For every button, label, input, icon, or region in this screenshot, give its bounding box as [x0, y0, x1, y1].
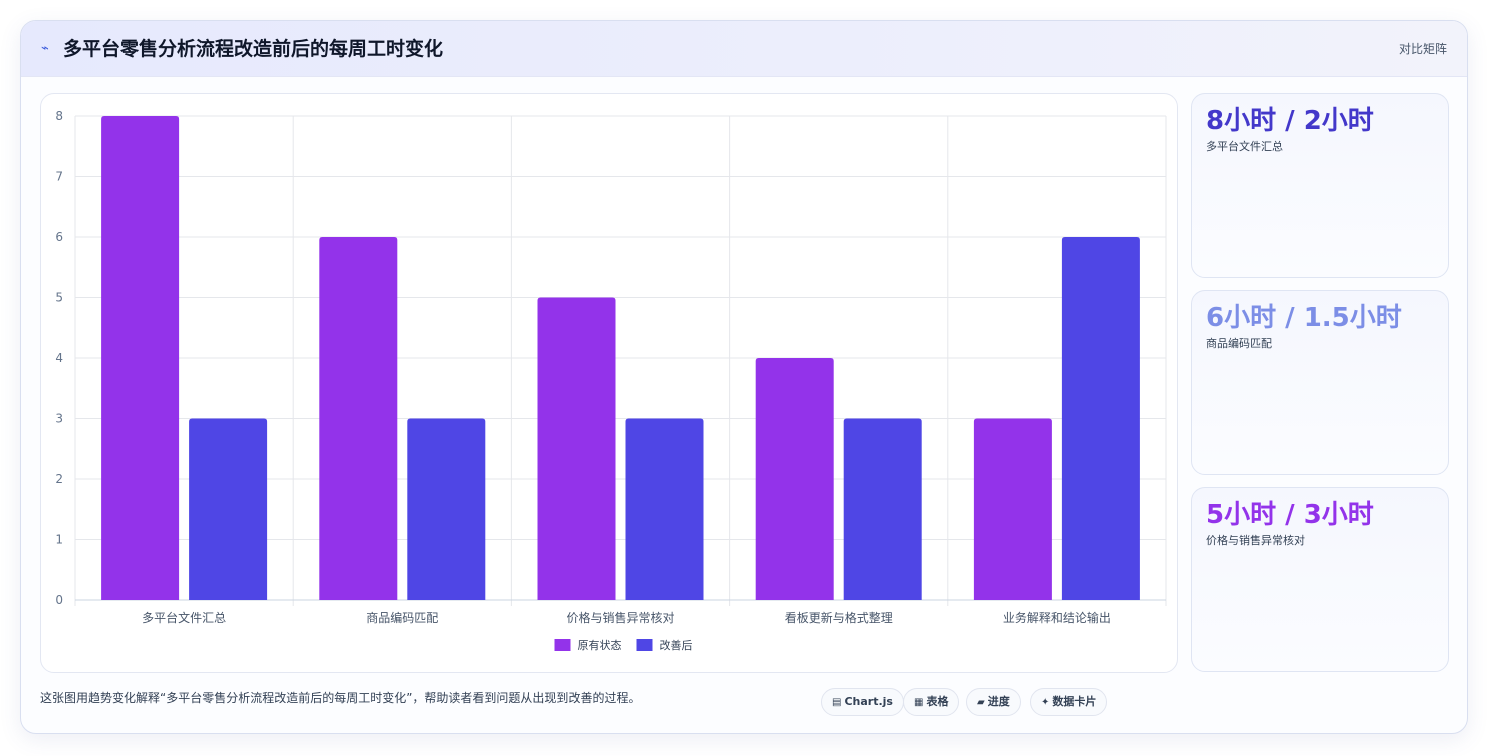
y-tick-label: 4: [55, 351, 63, 365]
legend-swatch: [554, 639, 571, 651]
progress-icon: ▰: [977, 697, 985, 708]
y-tick-label: 1: [55, 533, 63, 547]
chart-icon: ▤: [832, 697, 842, 708]
legend-label: 原有状态: [578, 638, 622, 652]
pill-label: 数据卡片: [1052, 695, 1097, 708]
stat-label: 价格与销售异常核对: [1206, 534, 1305, 547]
bar: [189, 418, 268, 600]
page-title: 多平台零售分析流程改造前后的每周工时变化: [63, 38, 444, 60]
card-icon: ✦: [1041, 697, 1050, 708]
bar: [843, 418, 922, 600]
y-tick-label: 5: [55, 291, 63, 305]
bar: [319, 237, 398, 600]
bar: [973, 418, 1052, 600]
y-tick-label: 0: [55, 593, 63, 607]
y-tick-label: 6: [55, 230, 63, 244]
pill-data-card[interactable]: ✦ 数据卡片: [1030, 688, 1108, 716]
chart-panel: 0 1 2 3 4 5 6 7 8 多平台文件汇总 商品编码匹配 价格与销售异常核对 看板更新与格式整理…: [40, 93, 1178, 673]
x-tick-label: 看板更新与格式整理: [785, 610, 893, 625]
y-tick-label: 2: [55, 472, 63, 486]
trend-wave-icon: ⌁: [41, 41, 49, 56]
dashboard-card: ⌁ 多平台零售分析流程改造前后的每周工时变化 对比矩阵 0 1 2 3 4 5 6 7 8 多平台…: [20, 20, 1468, 734]
card-header: ⌁ 多平台零售分析流程改造前后的每周工时变化 对比矩阵: [21, 21, 1467, 77]
x-tick-label: 商品编码匹配: [366, 610, 438, 625]
bar: [407, 418, 486, 600]
pill-label: 表格: [926, 695, 949, 708]
stat-label: 商品编码匹配: [1206, 337, 1272, 350]
stat-value: 8小时 / 2小时: [1206, 106, 1374, 136]
chart-caption: 这张图用趋势变化解释“多平台零售分析流程改造前后的每周工时变化”，帮助读者看到问…: [40, 691, 641, 705]
x-tick-label: 业务解释和结论输出: [1003, 610, 1111, 625]
bar: [755, 358, 834, 600]
stat-card-3: 5小时 / 3小时 价格与销售异常核对: [1191, 487, 1449, 672]
bar: [101, 116, 180, 600]
y-tick-label: 7: [55, 170, 63, 184]
legend-label: 改善后: [660, 638, 693, 652]
stat-card-2: 6小时 / 1.5小时 商品编码匹配: [1191, 290, 1449, 475]
bar-chart: 0 1 2 3 4 5 6 7 8 多平台文件汇总 商品编码匹配 价格与销售异常核对 看板更新与格式整理…: [55, 109, 1167, 652]
legend-swatch: [636, 639, 653, 651]
bar: [625, 418, 704, 600]
table-icon: ▦: [914, 697, 924, 708]
pill-chartjs[interactable]: ▤ Chart.js: [821, 688, 904, 716]
pill-progress[interactable]: ▰ 进度: [966, 688, 1021, 716]
stat-value: 6小时 / 1.5小时: [1206, 303, 1402, 333]
x-tick-label: 多平台文件汇总: [142, 610, 226, 625]
stat-card-1: 8小时 / 2小时 多平台文件汇总: [1191, 93, 1449, 278]
header-tag: 对比矩阵: [1398, 42, 1447, 56]
y-tick-label: 3: [55, 412, 63, 426]
bar: [1061, 237, 1140, 600]
pill-label: 进度: [987, 695, 1010, 708]
stat-label: 多平台文件汇总: [1206, 140, 1283, 153]
bar: [537, 297, 616, 600]
stat-value: 5小时 / 3小时: [1206, 500, 1374, 530]
pill-label: Chart.js: [844, 695, 893, 708]
x-tick-label: 价格与销售异常核对: [566, 610, 674, 625]
pill-table[interactable]: ▦ 表格: [903, 688, 960, 716]
y-tick-label: 8: [55, 109, 63, 123]
